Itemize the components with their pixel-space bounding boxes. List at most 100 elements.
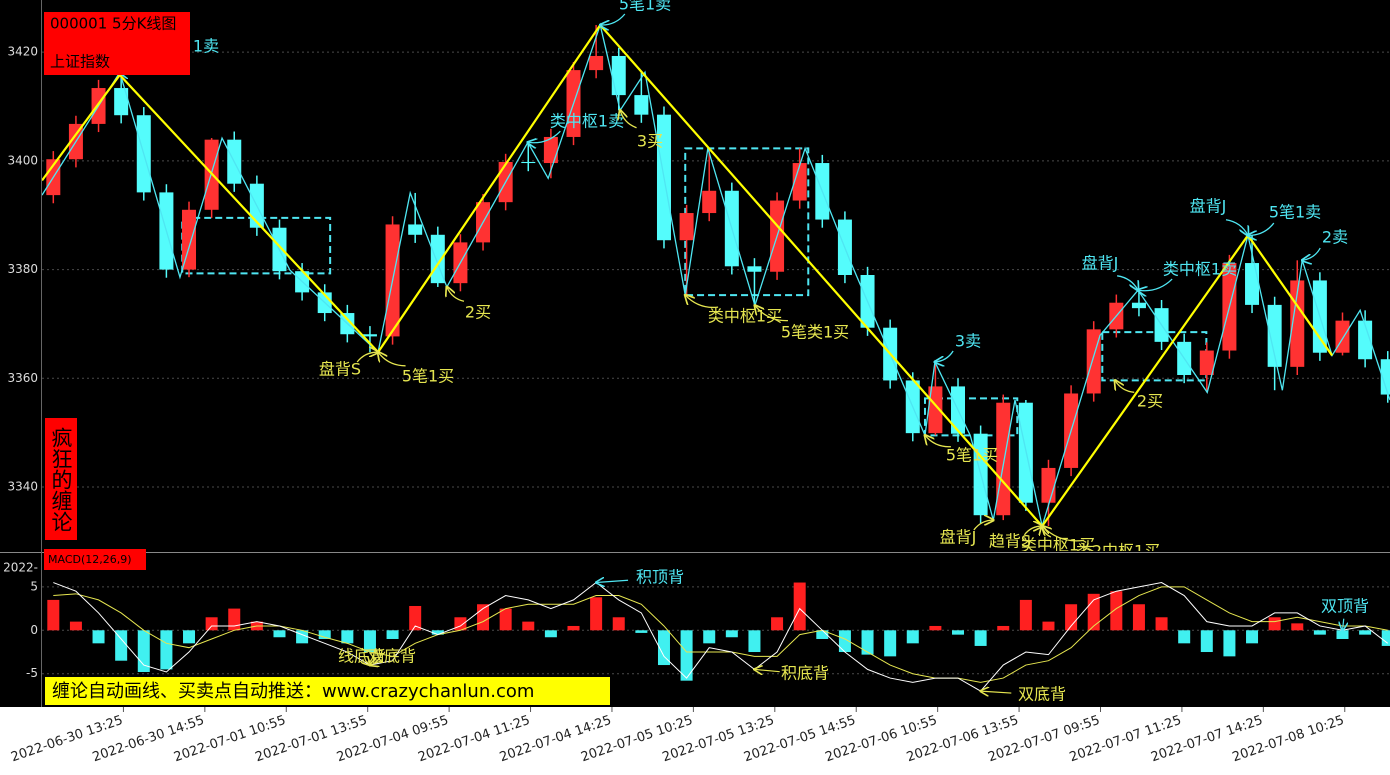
macd-bar [1246, 630, 1259, 644]
macd-bar [137, 630, 150, 672]
annotation: 2卖 [1322, 228, 1348, 247]
stroke-line [42, 22, 1390, 529]
macd-bar [838, 630, 851, 653]
macd-bar [1336, 630, 1349, 639]
y-tick-label: 3380 [7, 262, 38, 276]
chart-subtitle: 上证指数 [50, 53, 110, 71]
macd-bar [1019, 599, 1032, 631]
dea-line [53, 586, 1388, 683]
annotation: 盘背J [1190, 197, 1227, 216]
title-box [44, 12, 190, 75]
y-tick-label: -5 [26, 666, 38, 680]
candle-body [679, 213, 694, 241]
macd-bar [1381, 630, 1390, 646]
macd-bar [409, 605, 422, 631]
macd-bar [1223, 630, 1236, 657]
macd-bar [952, 630, 965, 635]
annotation-arrow [1343, 618, 1344, 631]
annotation: 5笔1买 [402, 367, 454, 386]
annotation: 5笔1卖 [619, 0, 671, 14]
annotation-arrow [370, 661, 382, 665]
macd-bar [205, 617, 218, 631]
macd-bar [974, 630, 987, 646]
side-label: 疯狂的缠论 [45, 418, 77, 540]
macd-bar [1065, 604, 1078, 631]
corner-label: 2022- [3, 561, 38, 575]
center-box [1101, 331, 1208, 382]
dif-line [53, 581, 1389, 692]
annotation-arrow [685, 295, 719, 309]
annotation: 3买 [637, 132, 663, 151]
candle-body [928, 386, 943, 434]
macd-bar [318, 630, 331, 639]
macd-bar [499, 608, 512, 631]
macd-bar [793, 582, 806, 631]
macd-bar [725, 630, 738, 638]
annotation: 积顶背 [636, 568, 684, 587]
candle-body [1199, 350, 1214, 375]
annotation-arrow [754, 669, 780, 671]
y-tick-label: 3340 [7, 479, 38, 493]
annotation-arrow [755, 305, 788, 322]
macd-bar [386, 630, 399, 639]
macd-bar [183, 630, 196, 644]
center-box [923, 397, 1019, 437]
macd-bar [296, 630, 309, 644]
candle-body [1380, 359, 1390, 395]
macd-bar [612, 617, 625, 631]
candle-body [792, 163, 807, 201]
macd-bar [1200, 630, 1213, 653]
annotation-arrow [1115, 380, 1135, 393]
macd-bar [929, 625, 942, 631]
annotation: 1卖 [193, 37, 219, 56]
annotation: 双顶背 [1321, 597, 1369, 616]
macd-bar [273, 630, 286, 638]
macd-bar [363, 630, 376, 653]
annotation: 盘背J [1082, 254, 1119, 273]
candle-body [1131, 302, 1146, 309]
y-tick-label: 5 [30, 579, 38, 593]
annotation: 类中枢1买 [1021, 536, 1095, 555]
macd-bar [228, 608, 241, 631]
macd-bar [1359, 630, 1372, 635]
candle-body [1245, 263, 1260, 305]
annotation-arrow [356, 352, 378, 363]
candle-body [634, 95, 649, 115]
annotation-arrow [1302, 247, 1321, 260]
candle-body [589, 55, 604, 71]
macd-bar [69, 621, 82, 631]
macd-bar [1132, 604, 1145, 631]
annotation-arrow [1138, 278, 1173, 291]
macd-bar [1291, 623, 1304, 631]
macd-bar [47, 599, 60, 631]
macd-bar [997, 625, 1010, 631]
macd-bar [906, 630, 919, 644]
annotation: 双底背 [1018, 685, 1066, 704]
candle-body [996, 402, 1011, 516]
macd-title: MACD(12,26,9) [48, 553, 132, 566]
annotation-arrow [1042, 526, 1084, 542]
annotation: 盘背J [940, 528, 977, 547]
y-tick-label: 3420 [7, 45, 38, 59]
annotation: 3卖 [955, 332, 981, 351]
annotation-arrow [600, 13, 626, 25]
annotation: 趋背S [989, 532, 1031, 551]
macd-bar [816, 630, 829, 639]
annotation: 类2中枢1买 [1076, 542, 1160, 561]
macd-bar [657, 630, 670, 666]
annotation-arrow [596, 580, 629, 582]
annotation-arrow [925, 435, 951, 448]
macd-bar [635, 630, 648, 633]
macd-bar [544, 630, 557, 638]
candle-body [1041, 467, 1056, 503]
annotation-arrow [1248, 222, 1275, 235]
candle-body [1358, 320, 1373, 360]
macd-bar [703, 630, 716, 644]
y-tick-label: 3360 [7, 371, 38, 385]
macd-bar [680, 630, 693, 681]
macd-bar [1313, 630, 1326, 635]
candle-body [114, 88, 129, 116]
